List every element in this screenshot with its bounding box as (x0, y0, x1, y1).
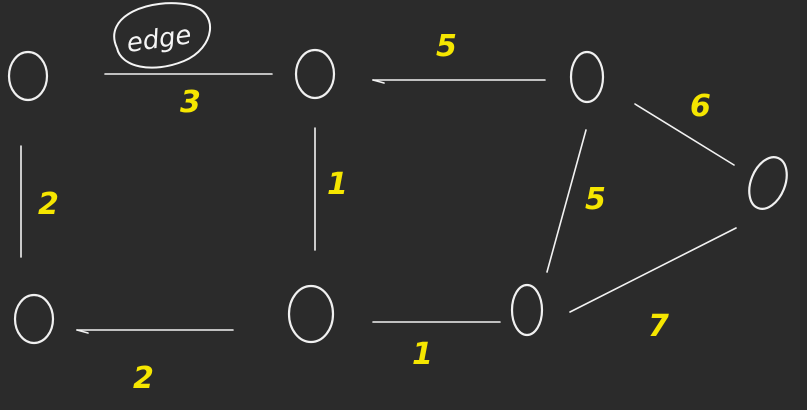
weight-top-middle-to-bottom-middle: 1 (327, 167, 348, 202)
weight-bottom-right-to-far-right: 7 (648, 309, 669, 344)
weight-bottom-left-to-bottom-middle: 2 (133, 361, 154, 396)
edge-top-right-to-far-right (634, 103, 735, 166)
stroke-tail (76, 329, 89, 334)
node-top-middle (294, 48, 336, 100)
weight-top-right-to-far-right: 6 (690, 89, 711, 124)
weight-top-left-to-top-middle: 3 (180, 85, 201, 120)
edge-bottom-right-to-far-right (569, 227, 737, 313)
stroke-tail (372, 79, 385, 84)
weight-top-middle-to-top-right: 5 (436, 29, 457, 64)
weight-top-right-to-bottom-right: 5 (585, 182, 606, 217)
node-bottom-right (510, 283, 544, 337)
weight-top-left-to-bottom-left: 2 (38, 187, 59, 222)
node-bottom-middle (287, 284, 335, 344)
annotation-label: edge (125, 20, 194, 59)
node-top-left (7, 50, 49, 102)
node-bottom-left (13, 293, 55, 345)
node-far-right (748, 156, 788, 210)
edge-top-right-to-bottom-right (546, 129, 587, 273)
annotation-loop (113, 2, 212, 69)
node-top-right (569, 50, 605, 104)
weight-bottom-middle-to-bottom-right: 1 (412, 337, 433, 372)
